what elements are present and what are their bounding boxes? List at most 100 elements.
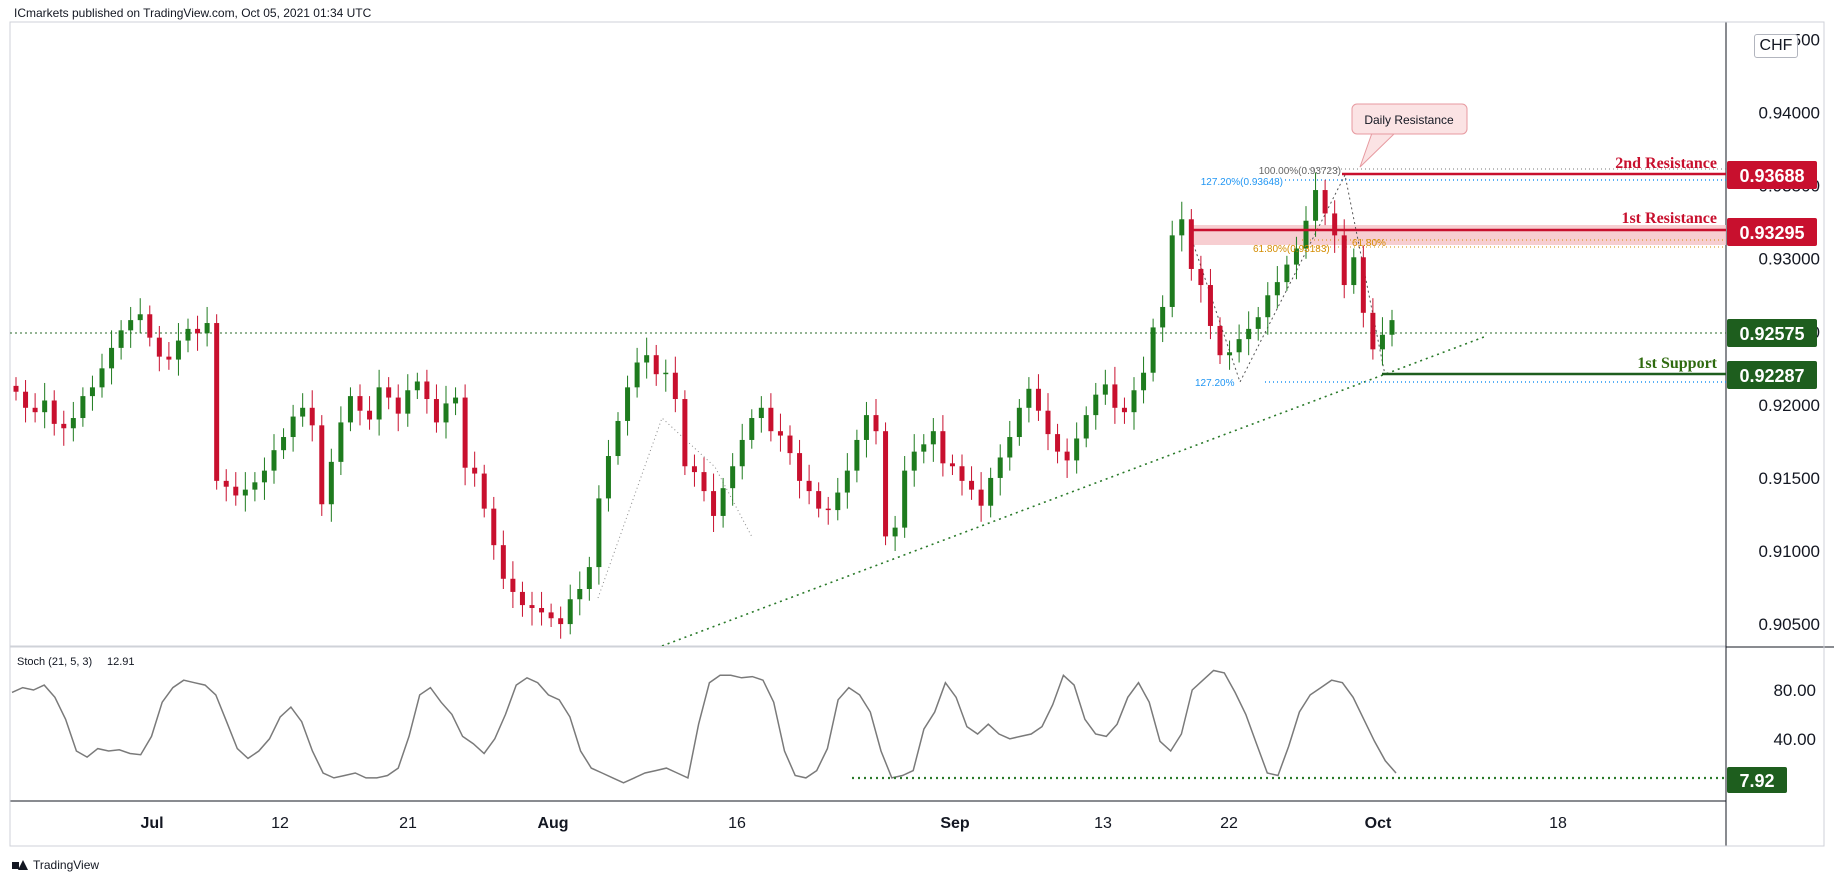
candle-body (1341, 235, 1347, 286)
second-resistance-title: 2nd Resistance (1615, 155, 1717, 172)
stochastic-line (11, 669, 1397, 784)
candle-body (109, 347, 115, 369)
tradingview-logo-icon (12, 860, 28, 870)
candle-body (1227, 352, 1233, 356)
badge-current-price-text: 0.92575 (1739, 324, 1804, 344)
stoch-value: 12.91 (107, 656, 135, 668)
candle-body (453, 397, 459, 404)
candle-body (797, 453, 803, 481)
candle-body (844, 470, 850, 493)
candle-body (328, 461, 334, 505)
publisher-header: ICmarkets published on TradingView.com, … (14, 6, 372, 20)
candle-body (1360, 257, 1366, 313)
candle-body (42, 400, 48, 413)
candle-body (281, 437, 287, 451)
candle-body (682, 399, 688, 467)
currency-label: CHF (1754, 34, 1798, 58)
candle-body (988, 477, 994, 506)
candle-body (605, 456, 611, 499)
candle-body (147, 314, 153, 338)
candle-body (1169, 235, 1175, 307)
candle-body (873, 415, 879, 432)
time-tick-label: Sep (940, 815, 970, 832)
candle-body (701, 472, 707, 492)
candle-body (472, 467, 478, 474)
candle-body (768, 407, 774, 432)
candle-body (1141, 372, 1147, 391)
candle-body (863, 415, 869, 440)
candle-body (1274, 282, 1280, 296)
candle-body (930, 431, 936, 445)
candle-body (615, 420, 621, 457)
candle-body (1313, 190, 1319, 221)
candle-body (787, 435, 793, 454)
candle-body (720, 488, 726, 516)
candle-body (433, 399, 439, 423)
candle-body (577, 589, 583, 600)
time-tick-label: 13 (1094, 815, 1112, 832)
candle-body (1160, 306, 1166, 328)
pattern-guide-aug (597, 417, 753, 599)
candle-body (1102, 384, 1108, 395)
candle-body (357, 396, 363, 411)
candle-body (1389, 320, 1395, 335)
candle-body (386, 387, 392, 398)
badge-current-price (1727, 319, 1817, 347)
candle-body (13, 385, 19, 392)
badge-first-resistance (1727, 218, 1817, 246)
candle-body (338, 422, 344, 462)
badge-first-support (1727, 361, 1817, 389)
candle-body (424, 381, 430, 400)
candle-body (1255, 317, 1261, 329)
candle-body (1370, 312, 1376, 350)
candle-body (758, 407, 764, 419)
candle-body (462, 397, 468, 468)
badge-stoch-level-text: 7.92 (1739, 771, 1774, 791)
candle-body (816, 491, 822, 509)
candle-body (739, 439, 745, 467)
first-support-title: 1st Support (1637, 355, 1717, 372)
main-pane-frame (9, 21, 1727, 647)
stoch-axis-ticks: 80.00 40.00 (1773, 681, 1816, 749)
candle-body (156, 337, 162, 357)
tradingview-brand: TradingView (12, 858, 99, 872)
candle-body (883, 431, 889, 537)
candle-body (1217, 325, 1223, 356)
first-resistance-title: 1st Resistance (1621, 210, 1717, 227)
candle-body (23, 391, 29, 408)
candle-body (749, 418, 755, 440)
candle-body (51, 400, 57, 424)
stoch-title: Stoch (21, 5, 3) (17, 656, 92, 668)
candle-body (567, 599, 573, 625)
candle-body (1207, 285, 1213, 326)
time-tick-label: 16 (728, 815, 746, 832)
candle-body (806, 480, 812, 492)
candle-body (1265, 295, 1271, 318)
price-tick-label: 0.92000 (1759, 396, 1820, 415)
candle-body (825, 508, 831, 511)
candle-body (290, 416, 296, 438)
candle-body (519, 591, 525, 606)
candle-body (625, 387, 631, 421)
candle-body (491, 508, 497, 546)
price-tick-label: 0.91000 (1759, 542, 1820, 561)
callout-text: Daily Resistance (1364, 113, 1454, 127)
candle-body (1131, 390, 1137, 413)
candle-body (204, 323, 210, 334)
candle-body (978, 489, 984, 506)
candle-body (405, 390, 411, 414)
candle-body (730, 466, 736, 489)
candle-body (1064, 451, 1070, 461)
candle-body (80, 396, 86, 419)
candle-body (653, 355, 659, 375)
candle-body (644, 355, 650, 363)
candle-body (137, 314, 143, 321)
candle-body (481, 473, 487, 509)
candle-body (261, 470, 267, 483)
badge-first-support-text: 0.92287 (1739, 366, 1804, 386)
candle-body (118, 330, 124, 348)
price-tick-label: 0.90500 (1759, 615, 1820, 634)
candle-body (892, 527, 898, 537)
candle-body (921, 444, 927, 452)
candle-body (663, 372, 669, 375)
